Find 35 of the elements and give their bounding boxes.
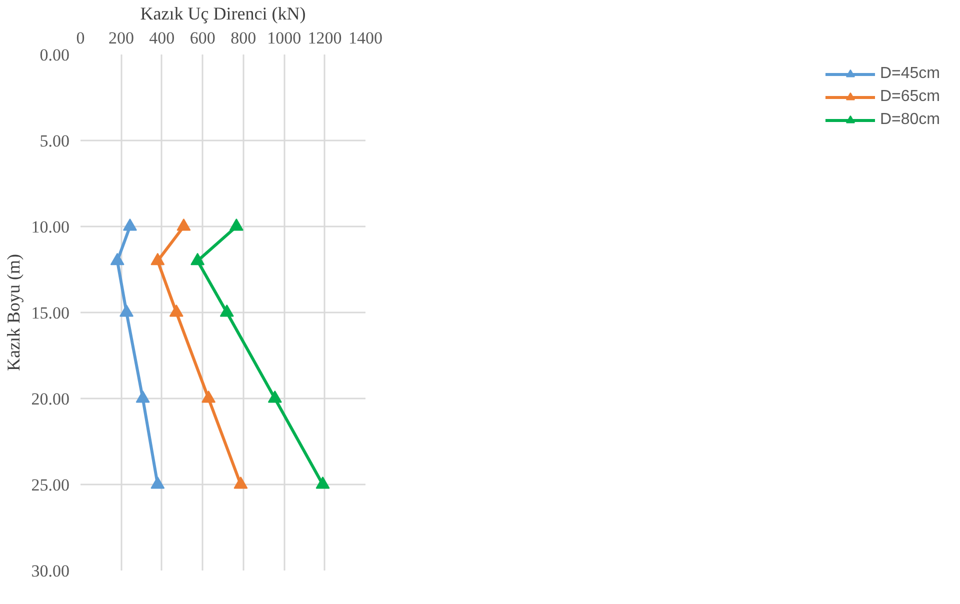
point [316,476,330,489]
point [169,304,184,317]
point [110,252,124,266]
legend-label: D=65cm [880,88,940,106]
legend-label: D=80cm [880,111,940,129]
y-tick-label: 30.00 [31,562,70,580]
x-tick-label: 1200 [308,28,342,48]
y-tick-label: 5.00 [40,132,70,150]
point [202,390,216,403]
x-tick-label: 200 [108,28,134,48]
legend-label: D=45cm [880,65,940,83]
y-tick-label: 0.00 [40,46,70,64]
point [220,304,234,317]
y-axis-title: Kazık Boyu (m) [3,254,24,371]
point [190,252,205,266]
point [176,218,191,231]
point [122,218,137,231]
x-tick-label: 600 [190,28,216,48]
x-tick-label: 800 [230,28,256,48]
point [150,476,165,489]
point [120,304,134,317]
x-tick-label: 400 [149,28,175,48]
point [136,390,150,403]
point [150,252,165,266]
y-tick-label: 20.00 [31,390,70,408]
x-tick-label: 1000 [267,28,302,48]
point [268,390,282,403]
y-tick-label: 25.00 [31,476,70,494]
x-tick-label: 0 [76,28,85,48]
point [229,218,244,231]
y-tick-label: 10.00 [31,218,70,236]
x-axis-title: Kazık Uç Direnci (kN) [140,4,306,24]
x-tick-label: 1400 [348,28,382,48]
y-tick-label: 15.00 [31,304,70,322]
point [234,476,248,489]
